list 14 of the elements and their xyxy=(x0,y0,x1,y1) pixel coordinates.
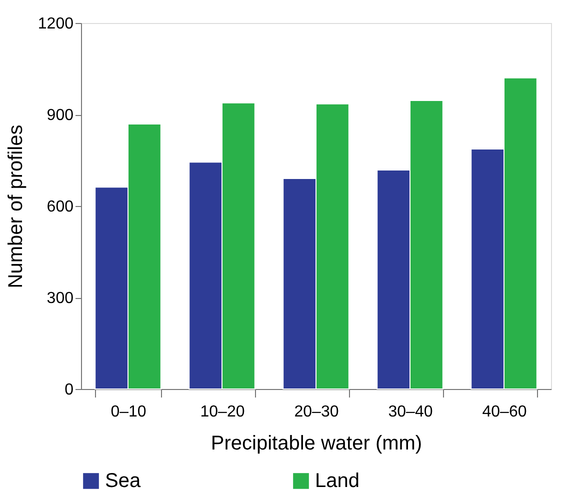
x-tick-label: 10–20 xyxy=(200,404,245,420)
x-tick-label: 20–30 xyxy=(294,404,339,420)
y-tick-label: 600 xyxy=(46,198,74,216)
x-tick-label: 40–60 xyxy=(482,404,527,420)
x-axis-title: Precipitable water (mm) xyxy=(210,432,422,454)
y-tick-label: 0 xyxy=(64,382,74,398)
y-tick-label: 900 xyxy=(46,107,74,124)
legend-label: Land xyxy=(315,470,360,490)
x-tick-label: 30–40 xyxy=(388,404,433,420)
y-axis-title: Number of profiles xyxy=(4,124,27,288)
legend-label: Sea xyxy=(105,470,142,490)
y-tick-label: 1200 xyxy=(38,16,74,32)
x-tick-label: 0–10 xyxy=(110,404,146,420)
y-tick-label: 300 xyxy=(46,290,74,307)
